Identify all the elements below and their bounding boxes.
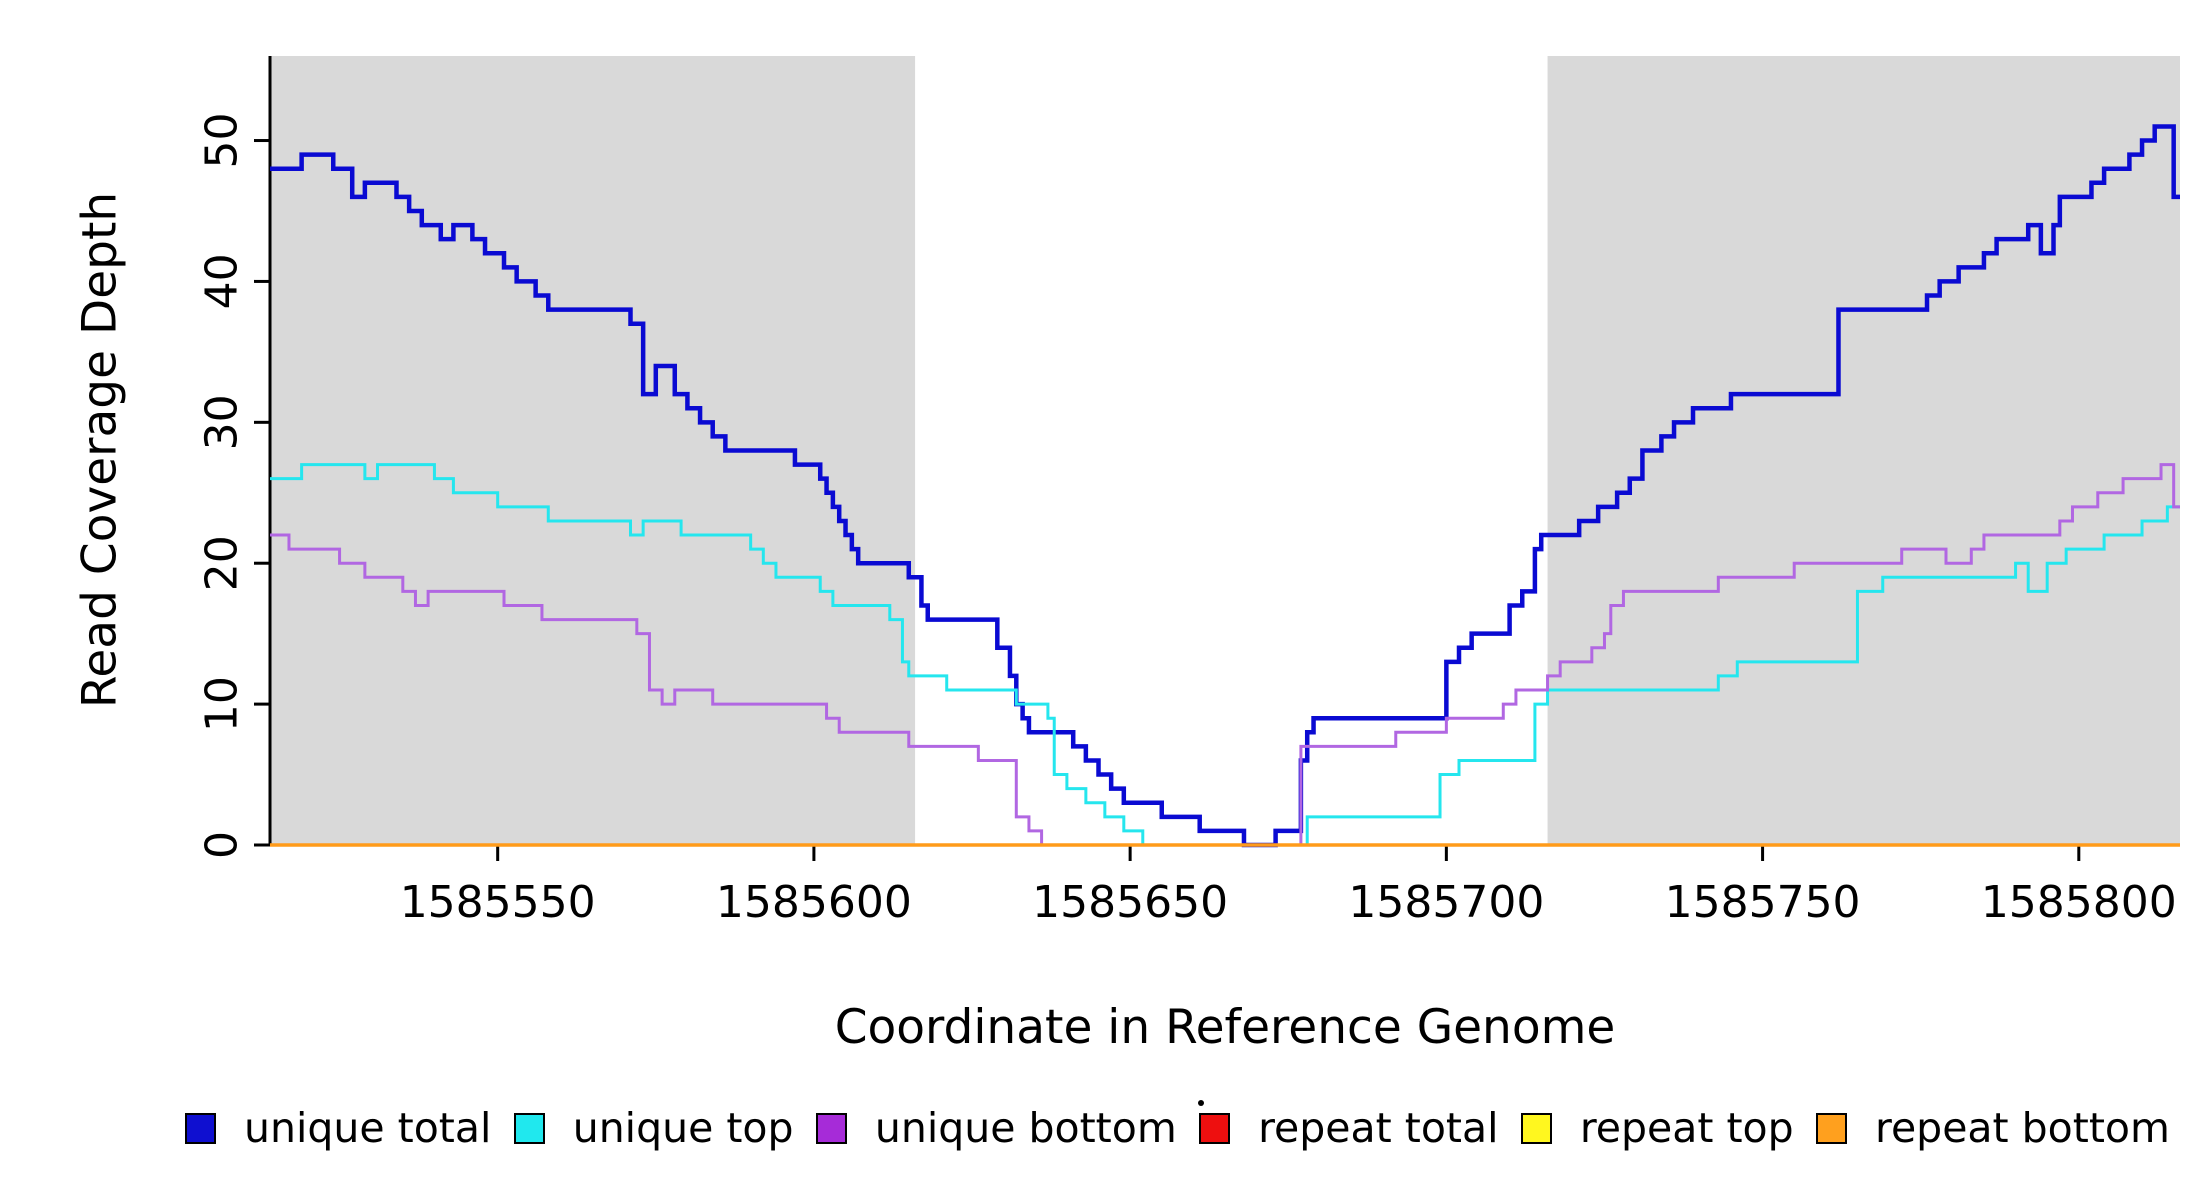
legend-item: unique total — [185, 1104, 491, 1152]
legend-swatch — [513, 1112, 545, 1144]
x-tick-label: 1585750 — [1665, 877, 1861, 928]
legend-item: repeat top — [1520, 1104, 1794, 1152]
y-tick-label: 40 — [197, 253, 248, 309]
y-tick-label: 30 — [197, 394, 248, 450]
y-tick-label: 50 — [197, 113, 248, 169]
legend-swatch — [1520, 1112, 1552, 1144]
x-tick-label: 1585600 — [716, 877, 912, 928]
stray-dot-mark — [1198, 1100, 1204, 1106]
series-unique-top — [270, 463, 2180, 847]
legend-swatch — [815, 1112, 847, 1144]
legend-label: repeat top — [1579, 1104, 1794, 1152]
legend-swatch — [1199, 1112, 1231, 1144]
legend-item: unique top — [513, 1104, 794, 1152]
legend-swatch — [1815, 1112, 1847, 1144]
legend-item: repeat bottom — [1815, 1104, 2170, 1152]
x-tick-label: 1585800 — [1981, 877, 2177, 928]
series-unique-bottom — [270, 463, 2180, 847]
legend-swatch — [185, 1112, 216, 1144]
legend-label: repeat total — [1258, 1104, 1499, 1152]
series-unique-total — [270, 124, 2180, 848]
shaded-region — [270, 56, 916, 845]
y-tick-label: 20 — [197, 535, 248, 591]
legend-label: repeat bottom — [1874, 1104, 2170, 1152]
y-tick-label: 0 — [197, 831, 248, 859]
x-tick-label: 1585550 — [400, 877, 596, 928]
legend-label: unique top — [572, 1104, 794, 1152]
legend-label: unique bottom — [874, 1104, 1177, 1152]
y-tick-label: 10 — [197, 676, 248, 732]
x-tick-label: 1585700 — [1348, 877, 1544, 928]
legend-item: repeat total — [1199, 1104, 1499, 1152]
y-axis-title: Read Coverage Depth — [72, 191, 128, 709]
x-axis-title: Coordinate in Reference Genome — [834, 1000, 1616, 1055]
x-tick-label: 1585650 — [1032, 877, 1228, 928]
legend: unique total unique top unique bottom repea… — [185, 1098, 2170, 1158]
legend-label: unique total — [244, 1104, 492, 1152]
legend-item: unique bottom — [815, 1104, 1177, 1152]
